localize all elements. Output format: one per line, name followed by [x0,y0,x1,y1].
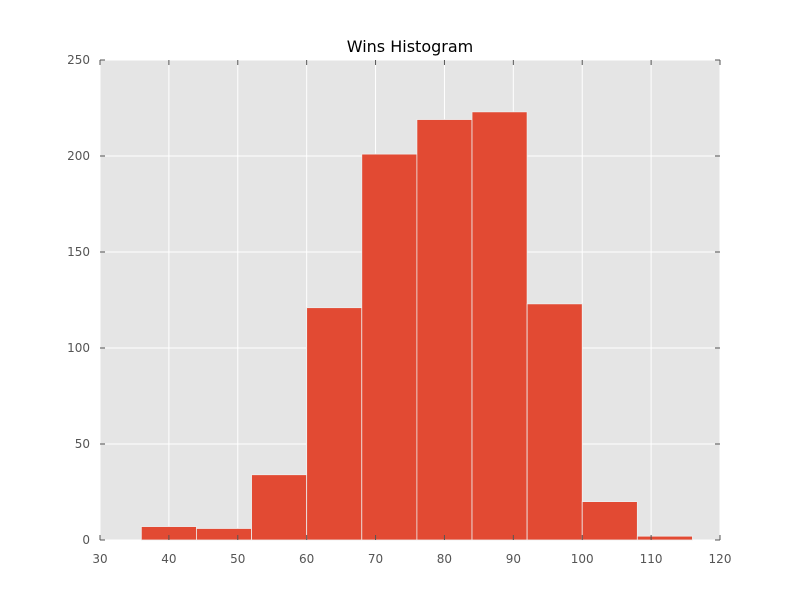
y-tick-label: 100 [67,341,90,355]
y-tick-label: 150 [67,245,90,259]
histogram-bar [526,303,583,541]
histogram-bar [581,501,638,541]
histogram-bar [471,111,528,541]
x-tick-label: 70 [368,552,383,566]
x-tick-label: 30 [92,552,107,566]
bars-layer [140,111,693,541]
histogram-bar [196,528,252,541]
x-tick-label: 90 [506,552,521,566]
x-tick-label: 40 [161,552,176,566]
x-tick-label: 110 [640,552,663,566]
y-tick-label: 50 [75,437,90,451]
histogram-bar [251,474,308,541]
x-tick-label: 100 [571,552,594,566]
histogram-bar [416,119,473,541]
x-tick-label: 80 [437,552,452,566]
histogram-bar [636,535,693,541]
ticks-layer [99,59,721,541]
x-tick-label: 60 [299,552,314,566]
y-tick-label: 200 [67,149,90,163]
x-tick-label: 120 [709,552,732,566]
y-tick-label: 250 [67,53,90,67]
tick-labels-layer: 30 40 50 60 70 80 90 100 110 120 0 50 100 150 200 250 [67,53,731,566]
x-tick-label: 50 [230,552,245,566]
histogram-bar [361,153,418,541]
y-tick-label: 0 [82,533,90,547]
histogram-bar [306,307,363,541]
chart-title: Wins Histogram [347,37,473,56]
